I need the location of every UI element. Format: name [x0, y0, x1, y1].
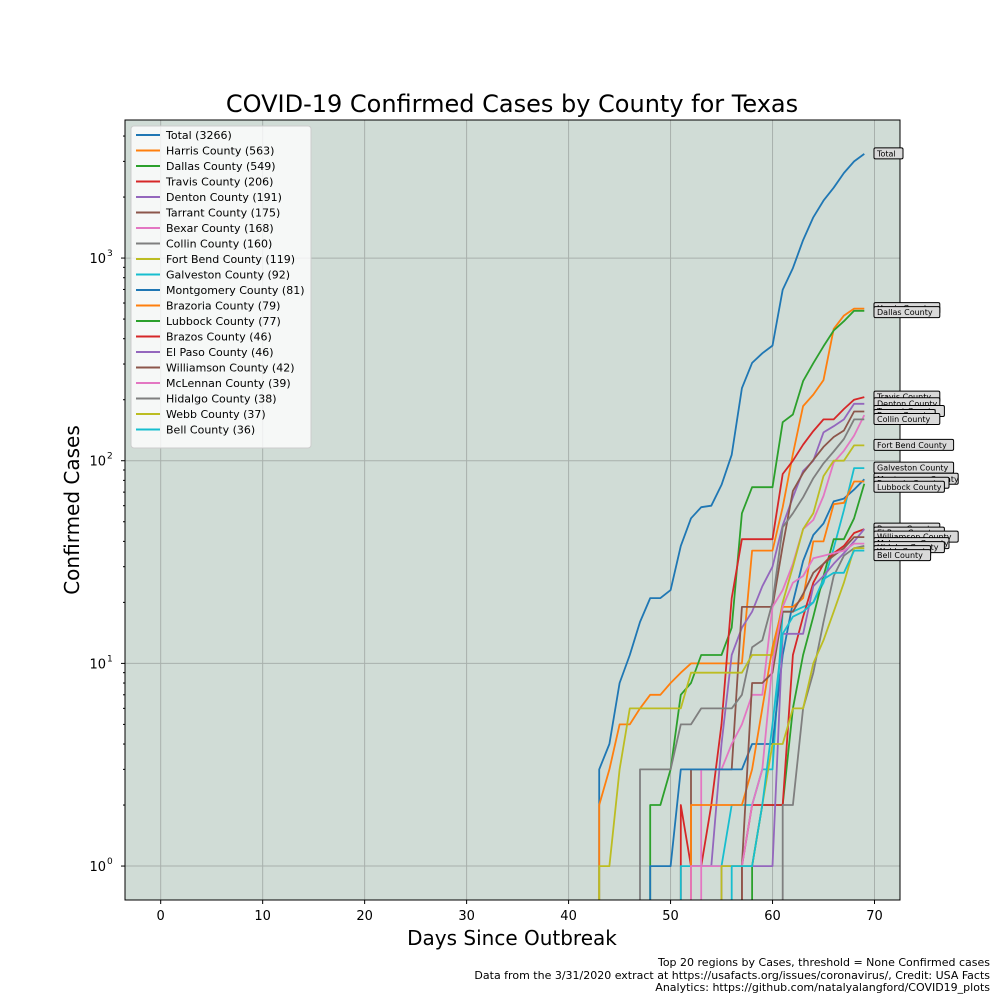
series-line	[730, 549, 865, 900]
end-label: Total	[873, 147, 904, 160]
legend-entry: Fort Bend County (119)	[166, 253, 295, 266]
end-label-box	[873, 306, 941, 319]
end-label: Bell County	[873, 549, 932, 562]
y-tick-label: 10	[89, 860, 106, 875]
end-label-box	[873, 480, 945, 493]
series-line	[690, 480, 865, 900]
end-label-box	[873, 147, 904, 160]
plot-frame	[124, 119, 901, 901]
legend-box	[130, 125, 312, 449]
end-label: Lubbock County	[873, 480, 945, 493]
end-label-text: Collin County	[877, 415, 931, 424]
series-line	[781, 545, 865, 900]
end-label-text: Fort Bend County	[877, 441, 947, 450]
legend-entry: Lubbock County (77)	[166, 315, 281, 328]
legend-entry: Williamson County (42)	[166, 362, 295, 375]
legend-entry: Montgomery County (81)	[166, 284, 304, 297]
y-tick-exponent: 2	[107, 452, 113, 462]
legend-entry: Denton County (191)	[166, 191, 282, 204]
y-tick-exponent: 3	[107, 249, 113, 259]
legend-entry: Total (3266)	[165, 129, 232, 142]
series-line	[639, 418, 865, 900]
y-tick-label: 10	[89, 455, 106, 470]
series-line	[649, 478, 865, 900]
end-label-box	[873, 549, 932, 562]
footer-analytics-link: Analytics: https://github.com/natalyalan…	[655, 981, 990, 994]
x-tick-label: 50	[662, 909, 679, 924]
end-label: Fort Bend County	[873, 438, 955, 451]
legend-entry: Hidalgo County (38)	[166, 393, 277, 406]
x-tick-label: 10	[254, 909, 271, 924]
series-line	[679, 396, 865, 900]
legend-entry: Webb County (37)	[166, 408, 266, 421]
legend-entry: McLennan County (39)	[166, 377, 291, 390]
footer-threshold-note: Top 20 regions by Cases, threshold = Non…	[657, 956, 990, 969]
series-layer	[598, 153, 866, 900]
end-label-box	[873, 412, 941, 425]
end-label: Galveston County	[873, 461, 955, 474]
legend-entry: Bexar County (168)	[166, 222, 274, 235]
legend-entry: El Paso County (46)	[166, 346, 274, 359]
legend-entry: Collin County (160)	[166, 238, 272, 251]
legend-entry: Galveston County (92)	[166, 269, 290, 282]
series-line	[741, 528, 865, 900]
y-tick-exponent: 1	[107, 654, 113, 664]
end-label: Dallas County	[873, 306, 941, 319]
end-label-text: Bell County	[877, 551, 923, 560]
x-axis-label: Days Since Outbreak	[407, 926, 617, 950]
legend-entry: Brazos County (46)	[166, 331, 272, 344]
legend: Total (3266) Harris County (563) Dallas Co…	[130, 125, 312, 449]
legend-entry: Tarrant County (175)	[165, 207, 280, 220]
end-label-text: Travis County	[876, 393, 931, 402]
y-axis-label: Confirmed Cases	[60, 425, 84, 595]
end-label-box	[873, 438, 955, 451]
end-label-text: Denton County	[877, 399, 938, 408]
series-line	[598, 444, 865, 900]
series-line	[741, 536, 865, 900]
legend-entry: Harris County (563)	[166, 145, 274, 158]
series-line	[649, 309, 865, 900]
end-label-text: Galveston County	[877, 464, 949, 473]
x-tick-label: 70	[866, 909, 883, 924]
x-axis: 0 10 20 30 40 50 60 70	[157, 900, 883, 924]
end-label-text: Lubbock County	[877, 483, 942, 492]
chart-title: COVID-19 Confirmed Cases by County for T…	[226, 90, 798, 118]
series-line	[598, 153, 865, 900]
legend-entry: Bell County (36)	[166, 424, 255, 437]
x-tick-label: 40	[560, 909, 577, 924]
end-label: Collin County	[873, 412, 941, 425]
x-tick-label: 0	[157, 909, 165, 924]
y-tick-label: 10	[89, 657, 106, 672]
legend-entry: Dallas County (549)	[166, 160, 276, 173]
legend-entry: Brazoria County (79)	[166, 300, 280, 313]
y-tick-label: 10	[89, 252, 106, 267]
x-tick-label: 30	[458, 909, 475, 924]
end-label-text: Williamson County	[877, 533, 952, 542]
end-label-text: Dallas County	[877, 308, 933, 317]
y-tick-exponent: 0	[107, 857, 113, 867]
legend-entry: Travis County (206)	[165, 176, 273, 189]
end-label-text: Total	[876, 149, 896, 158]
x-tick-label: 60	[764, 909, 781, 924]
series-line	[690, 542, 865, 900]
footer-data-credit: Data from the 3/31/2020 extract at https…	[474, 968, 990, 982]
x-tick-label: 20	[356, 909, 373, 924]
footer-notes: Top 20 regions by Cases, threshold = Non…	[474, 956, 990, 995]
